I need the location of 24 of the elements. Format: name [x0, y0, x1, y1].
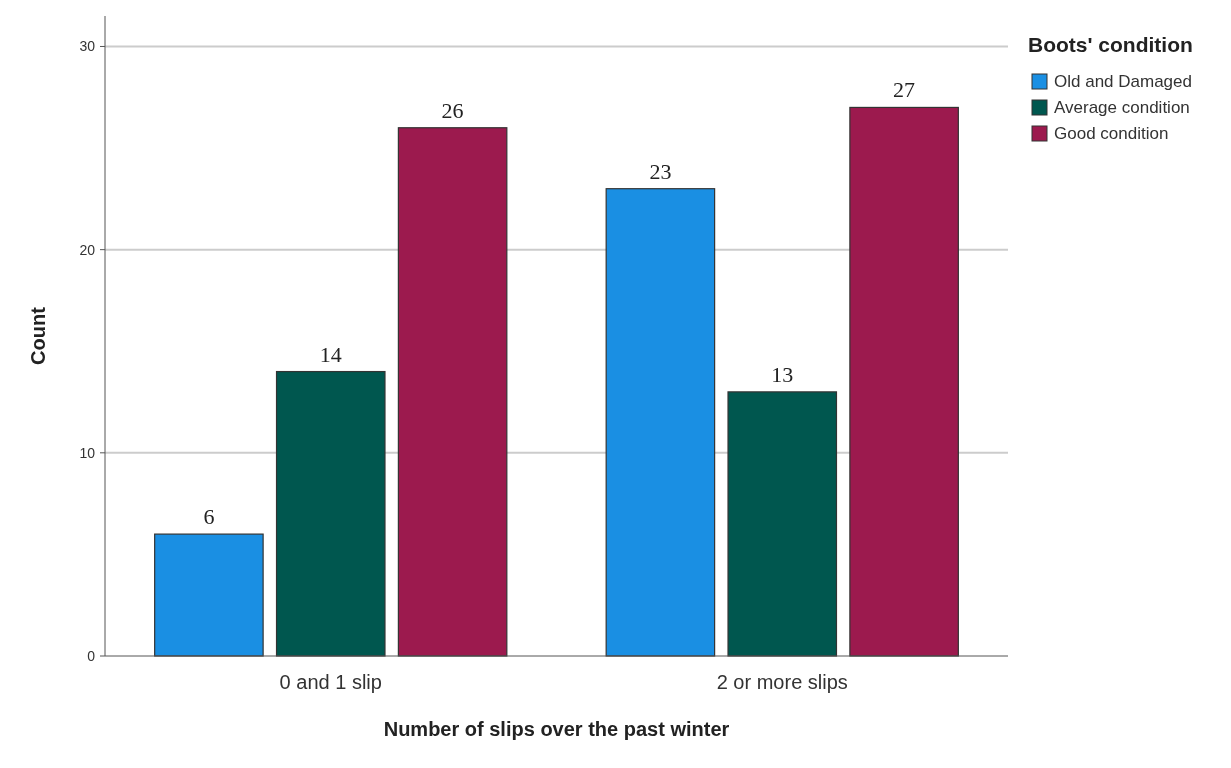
- legend-label: Good condition: [1054, 124, 1169, 143]
- bar: [154, 533, 264, 657]
- y-tick-label: 20: [79, 241, 96, 258]
- legend-title: Boots' condition: [1028, 33, 1193, 56]
- legend-label: Old and Damaged: [1054, 72, 1192, 91]
- data-label: 23: [649, 158, 672, 184]
- bar: [275, 370, 386, 657]
- legend-label: Average condition: [1054, 98, 1190, 117]
- bar: [727, 391, 838, 657]
- y-tick-label: 0: [87, 647, 96, 664]
- y-tick-label: 10: [79, 444, 96, 461]
- x-tick-label: 2 or more slips: [716, 671, 848, 693]
- y-axis-title: Count: [27, 306, 49, 365]
- data-label: 26: [441, 97, 464, 123]
- bar: [605, 188, 716, 657]
- x-axis-title: Number of slips over the past winter: [383, 718, 730, 740]
- bar: [849, 106, 959, 657]
- data-label: 14: [319, 341, 342, 367]
- data-label: 27: [893, 77, 916, 103]
- data-label: 6: [203, 504, 215, 530]
- y-tick-label: 30: [79, 38, 96, 55]
- data-label: 13: [771, 361, 794, 387]
- x-tick-label: 0 and 1 slip: [279, 671, 382, 693]
- bar: [397, 127, 508, 657]
